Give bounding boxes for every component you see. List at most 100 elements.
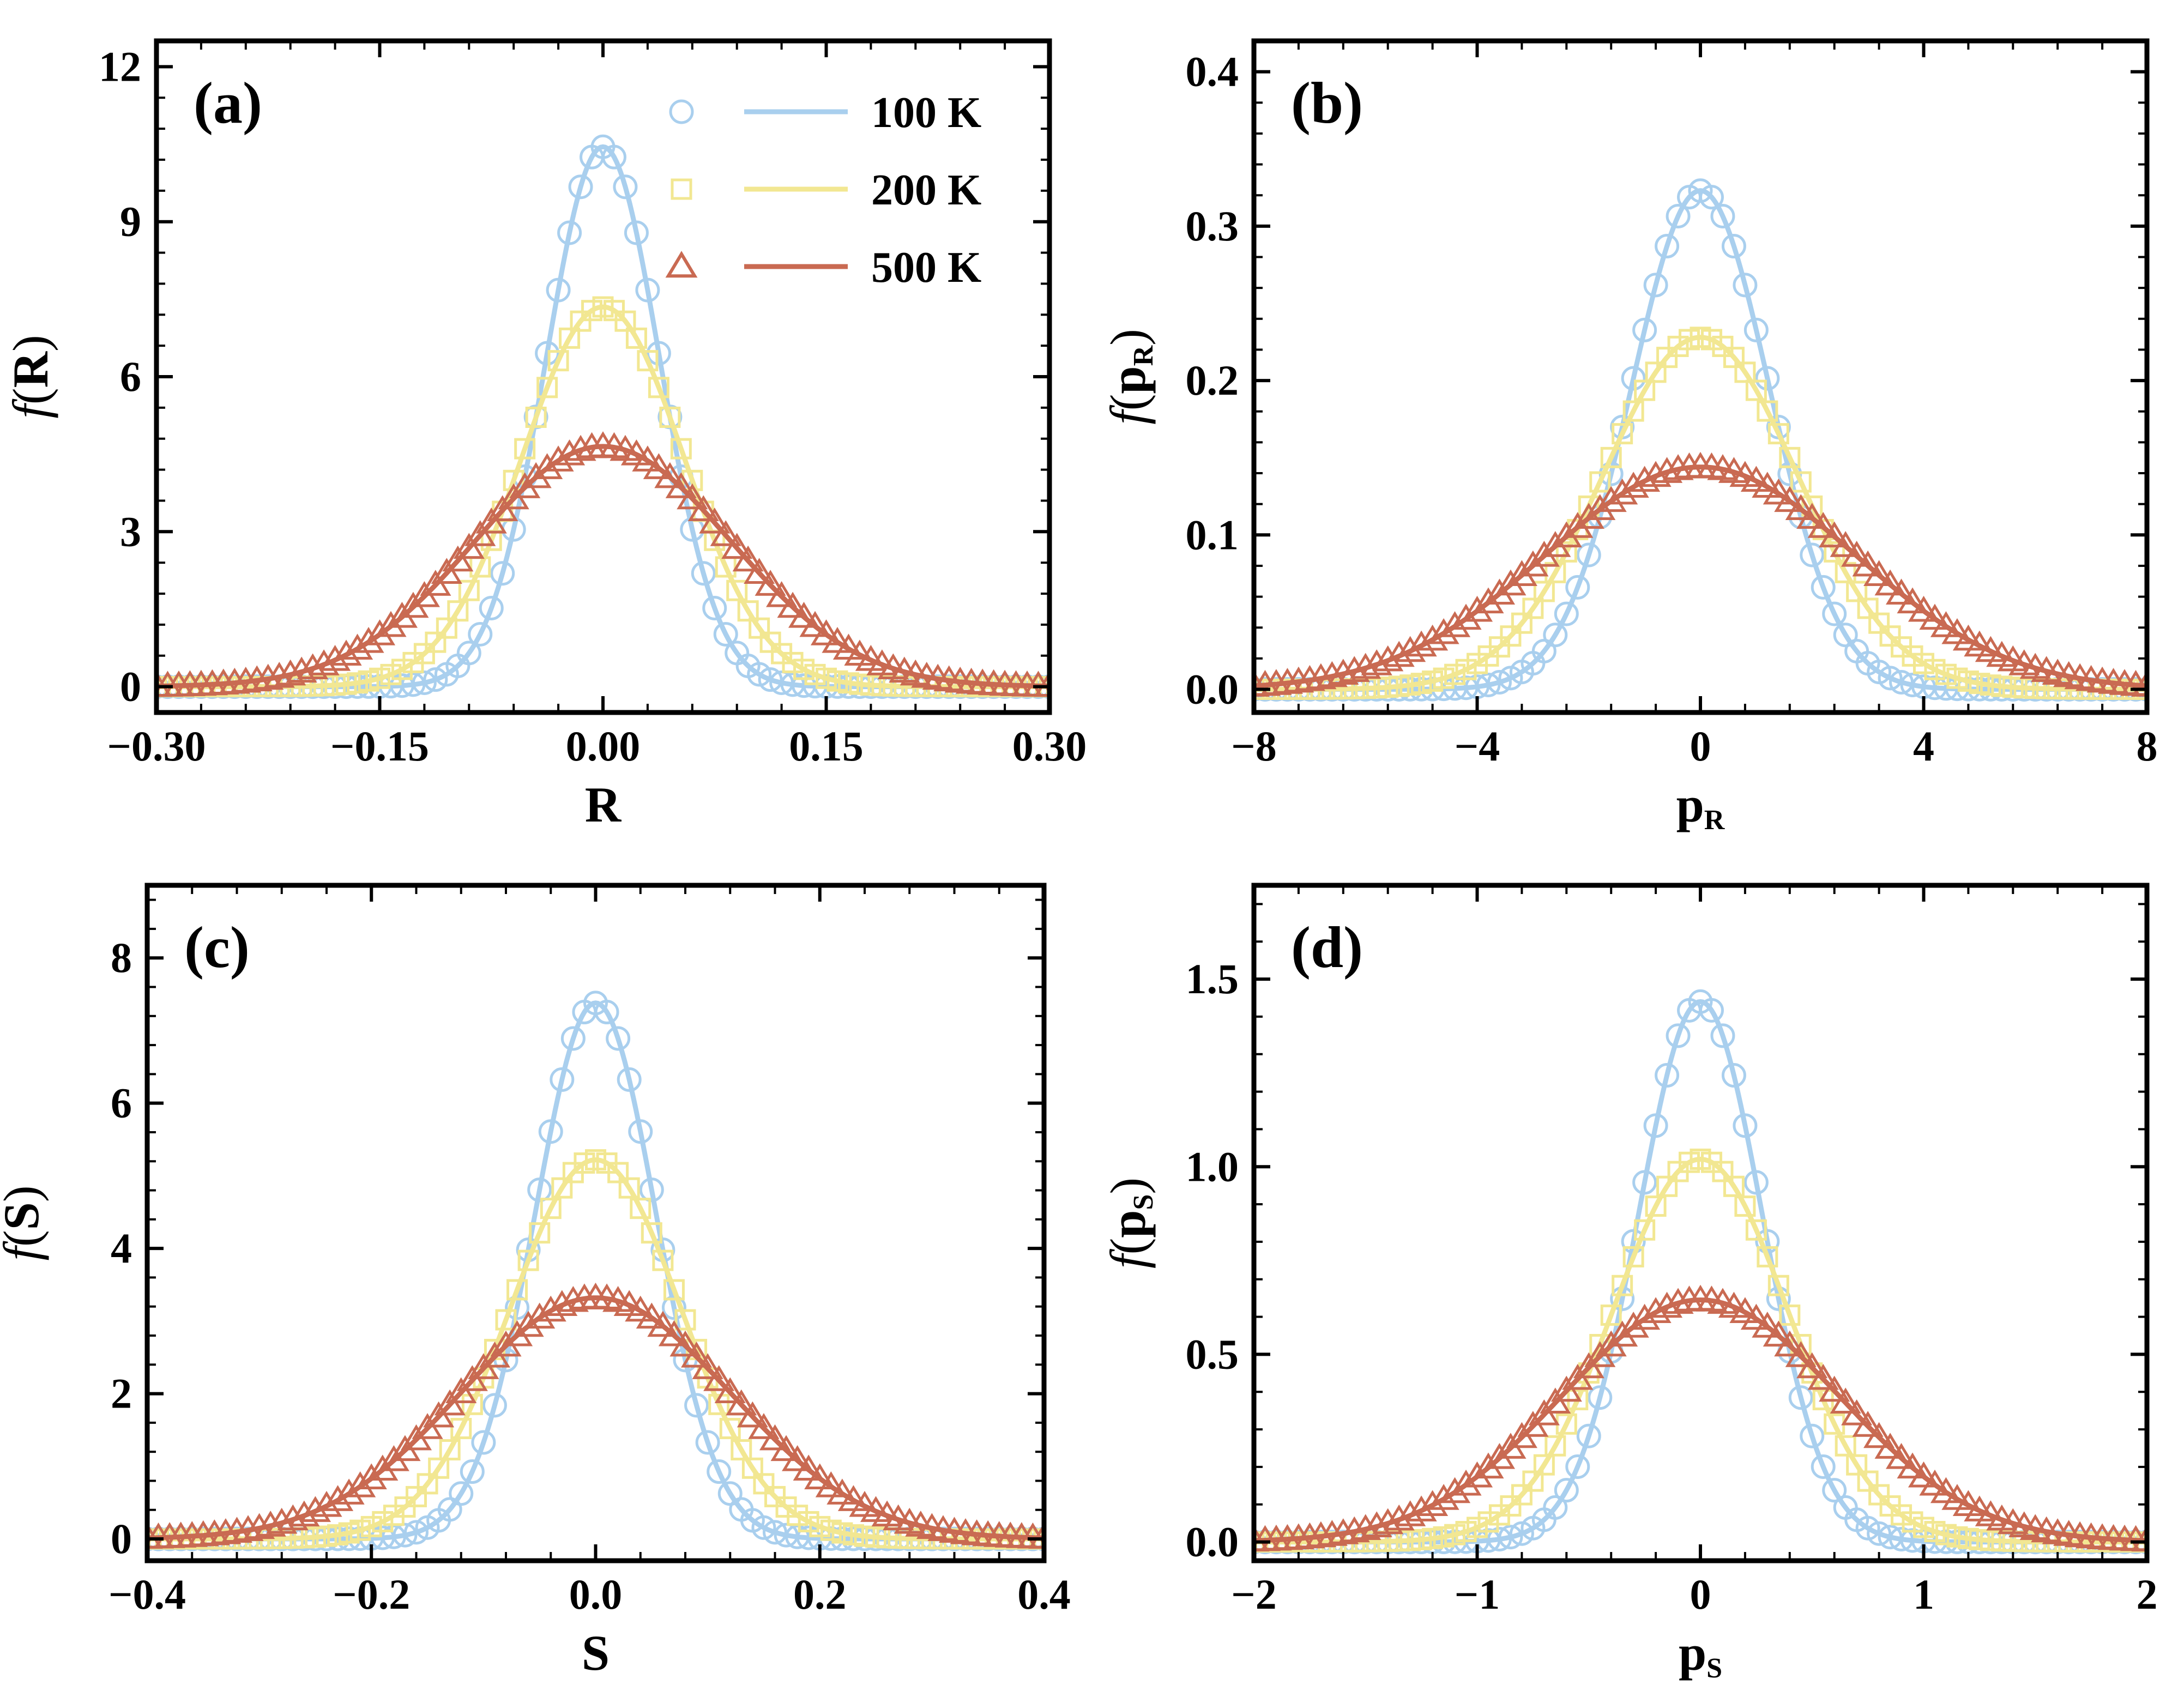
data-point <box>1743 317 1769 342</box>
data-point <box>759 631 781 653</box>
data-point <box>1788 1385 1813 1410</box>
data-point <box>849 673 871 695</box>
y-tick-label: 0 <box>111 1515 132 1562</box>
data-point <box>1428 1484 1459 1510</box>
panel-c: −0.4 −0.2 0.0 0.2 0.4 0 2 4 6 8 (c) Sf(S) <box>0 883 1071 1681</box>
data-point <box>1645 1195 1667 1217</box>
data-point <box>456 641 481 666</box>
data-point <box>335 673 357 695</box>
data-point <box>1980 1530 2001 1551</box>
plot-area <box>156 134 1049 699</box>
data-point <box>1600 446 1622 468</box>
data-point <box>699 508 731 534</box>
data-point <box>538 1119 563 1144</box>
data-point <box>1822 601 1847 626</box>
data-point <box>1889 669 1914 694</box>
data-point <box>1745 379 1767 401</box>
data-point <box>517 1249 539 1271</box>
series-markers-500K <box>1254 1284 2147 1551</box>
data-point <box>1589 471 1611 493</box>
data-point <box>1763 478 1794 505</box>
data-point <box>1554 601 1579 626</box>
data-point <box>782 1445 813 1471</box>
data-point <box>1846 1454 1868 1476</box>
data-point <box>535 1295 566 1322</box>
data-point <box>804 663 826 685</box>
panel-a: −0.30 −0.15 0.00 0.15 0.30 0 3 6 9 12 (a) Rf(R) 100 … <box>3 38 1087 832</box>
data-point <box>316 1525 337 1547</box>
data-point <box>1607 478 1638 505</box>
data-point <box>755 570 786 596</box>
x-tick-label: −2 <box>1231 1571 1276 1618</box>
data-point <box>1885 578 1917 605</box>
data-point <box>1632 1170 1657 1195</box>
data-point <box>581 300 603 322</box>
data-point <box>822 627 853 653</box>
data-point <box>311 1490 342 1517</box>
data-point <box>1957 1527 1979 1549</box>
axes-frame <box>144 883 1047 1563</box>
data-point <box>1455 659 1477 680</box>
data-point <box>1662 454 1694 480</box>
data-point <box>652 1249 674 1271</box>
data-point <box>1874 1433 1906 1459</box>
data-point <box>1444 663 1466 685</box>
data-point <box>436 617 457 639</box>
data-point <box>1565 1454 1590 1479</box>
y-tick-label: 3 <box>120 508 141 555</box>
data-point <box>1897 587 1928 614</box>
data-point <box>770 1435 802 1462</box>
y-axis-label: f(pS) <box>1100 1177 1159 1269</box>
data-point <box>1908 1461 1940 1488</box>
x-axis-label: pS <box>1679 1625 1722 1684</box>
data-point <box>1662 1288 1694 1314</box>
data-point <box>1361 1511 1392 1538</box>
axes-frame <box>1251 883 2150 1563</box>
data-point <box>1779 1305 1801 1326</box>
data-point <box>624 220 649 245</box>
data-point <box>439 1439 461 1461</box>
x-axis-label: pR <box>1676 777 1726 836</box>
data-point <box>1734 1195 1756 1217</box>
data-point <box>766 581 798 607</box>
ticks <box>146 885 1046 1561</box>
data-point <box>1690 1148 1711 1170</box>
data-point <box>1721 234 1746 259</box>
data-point <box>798 1511 819 1532</box>
data-point <box>338 1522 360 1544</box>
data-point <box>322 1485 354 1511</box>
series-markers-200K <box>156 296 1049 698</box>
data-point <box>799 611 831 637</box>
data-point <box>1841 1399 1873 1426</box>
data-point <box>391 659 413 680</box>
data-point <box>1690 327 1711 348</box>
data-point <box>748 1413 780 1439</box>
data-point <box>1752 472 1783 498</box>
data-point <box>1444 1524 1466 1545</box>
data-point <box>1283 666 1314 693</box>
data-point <box>1822 1478 1847 1503</box>
data-point <box>732 545 764 572</box>
data-point <box>1573 503 1604 529</box>
data-point <box>1576 1423 1601 1448</box>
panel-b: −8 −4 0 4 8 0.0 0.1 0.2 0.3 0.4 (b) pR f(pR) <box>1100 38 2158 836</box>
data-point <box>1651 1291 1683 1318</box>
data-point <box>592 296 614 318</box>
x-tick-label: −0.30 <box>107 722 206 770</box>
data-point <box>665 472 697 498</box>
data-point <box>1383 1504 1415 1531</box>
data-point <box>447 600 469 622</box>
data-point <box>532 453 563 479</box>
data-point <box>1885 1442 1917 1469</box>
data-point <box>837 672 859 694</box>
data-point <box>417 1473 438 1495</box>
series-line-500K <box>156 444 1049 689</box>
data-point <box>536 377 558 398</box>
data-point <box>557 1285 589 1312</box>
data-point <box>1395 1500 1426 1526</box>
data-point <box>1600 1305 1622 1326</box>
data-point <box>423 667 448 692</box>
data-point <box>381 1524 406 1549</box>
data-point <box>1919 603 1951 630</box>
data-point <box>1857 1470 1879 1492</box>
